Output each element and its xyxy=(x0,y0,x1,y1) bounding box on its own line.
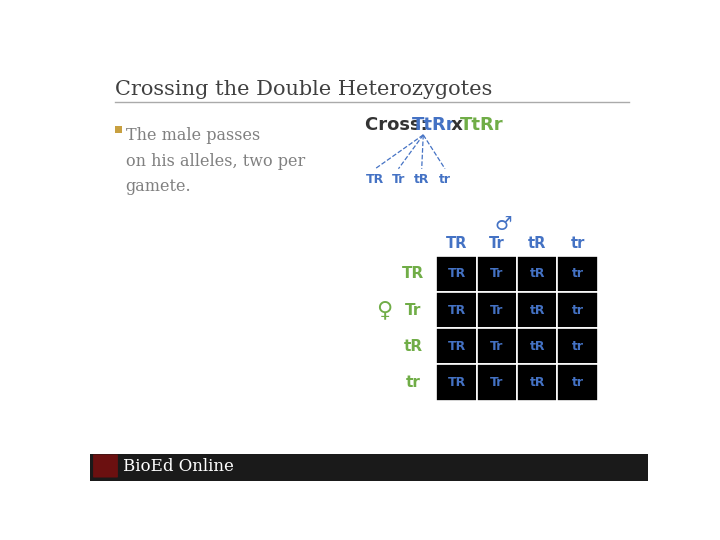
Text: tr: tr xyxy=(572,267,583,280)
Text: TR: TR xyxy=(447,267,466,280)
Bar xyxy=(436,256,477,292)
Text: ♀: ♀ xyxy=(376,300,392,320)
Text: Tr: Tr xyxy=(489,236,505,251)
Text: tR: tR xyxy=(529,376,545,389)
Text: x: x xyxy=(445,116,469,134)
Text: TR: TR xyxy=(447,376,466,389)
Text: TR: TR xyxy=(447,303,466,316)
Text: TtRr: TtRr xyxy=(412,116,455,134)
Text: TR: TR xyxy=(366,173,384,186)
Bar xyxy=(557,328,598,364)
Text: tr: tr xyxy=(406,375,420,390)
Text: Tr: Tr xyxy=(490,267,503,280)
Text: tr: tr xyxy=(572,303,583,316)
Text: tr: tr xyxy=(572,376,583,389)
Text: Tr: Tr xyxy=(490,340,503,353)
Text: Tr: Tr xyxy=(490,303,503,316)
Text: tR: tR xyxy=(404,339,423,354)
Text: TR: TR xyxy=(402,266,424,281)
Bar xyxy=(436,328,477,364)
FancyBboxPatch shape xyxy=(93,455,118,477)
Text: tr: tr xyxy=(439,173,451,186)
Text: tr: tr xyxy=(570,236,585,251)
Text: Crossing the Double Heterozygotes: Crossing the Double Heterozygotes xyxy=(114,80,492,99)
Text: tR: tR xyxy=(414,173,429,186)
Bar xyxy=(436,292,477,328)
Bar xyxy=(517,292,557,328)
Text: Tr: Tr xyxy=(405,302,421,318)
Text: tR: tR xyxy=(529,267,545,280)
Text: TtRr: TtRr xyxy=(459,116,503,134)
Text: tr: tr xyxy=(572,340,583,353)
Text: The male passes
on his alleles, two per
gamete.: The male passes on his alleles, two per … xyxy=(126,127,305,195)
Bar xyxy=(517,256,557,292)
Bar xyxy=(114,126,122,133)
Text: Tr: Tr xyxy=(392,173,405,186)
Bar xyxy=(436,364,477,401)
Bar xyxy=(557,292,598,328)
Bar xyxy=(557,364,598,401)
Bar xyxy=(517,328,557,364)
Bar xyxy=(477,292,517,328)
Bar xyxy=(517,364,557,401)
Text: TR: TR xyxy=(446,236,467,251)
Text: tR: tR xyxy=(528,236,546,251)
Bar xyxy=(477,364,517,401)
Bar xyxy=(90,454,648,481)
Text: Cross:: Cross: xyxy=(365,116,434,134)
Bar xyxy=(557,256,598,292)
Bar xyxy=(477,328,517,364)
Text: tR: tR xyxy=(529,303,545,316)
Text: BioEd Online: BioEd Online xyxy=(123,458,234,475)
Bar xyxy=(477,256,517,292)
Text: tR: tR xyxy=(529,340,545,353)
Text: TR: TR xyxy=(447,340,466,353)
Text: ♂: ♂ xyxy=(495,215,512,234)
Text: Tr: Tr xyxy=(490,376,503,389)
